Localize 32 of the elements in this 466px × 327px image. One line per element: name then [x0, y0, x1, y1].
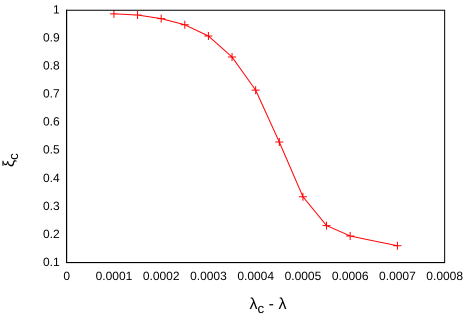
- x-tick-label: 0.0004: [237, 269, 274, 284]
- point: [109, 10, 118, 18]
- point: [228, 52, 237, 62]
- x-tick-label: 0.0003: [190, 269, 228, 284]
- x-tick-label: 0.0007: [379, 269, 416, 284]
- point: [156, 14, 166, 24]
- point: [346, 231, 355, 240]
- point: [251, 86, 260, 95]
- y-tick-label: 0.6: [42, 114, 60, 129]
- x-axis-title: λ$_{c}$ - λ: [248, 296, 288, 316]
- x-tick-label: 0: [63, 269, 70, 284]
- x-tick-label: 0.0001: [96, 269, 133, 284]
- x-tick-label: 0.0006: [332, 269, 369, 284]
- x-tick-label: 0.0005: [284, 269, 322, 284]
- y-tick-label: 1: [52, 2, 60, 17]
- y-tick-label: 0.2: [42, 226, 60, 241]
- y-tick-label: 0.1: [42, 254, 60, 269]
- point: [274, 138, 284, 147]
- point: [322, 221, 332, 230]
- y-tick-label: 0.5: [42, 142, 60, 157]
- y-tick-label: 0.9: [42, 30, 60, 45]
- y-tick-label: 0.4: [42, 170, 60, 185]
- point: [204, 32, 213, 40]
- x-tick-label: 0.0002: [142, 269, 180, 284]
- y-tick-label: 0.7: [42, 86, 60, 101]
- point: [392, 241, 402, 250]
- x-tick-label: 0.0008: [426, 269, 464, 284]
- y-tick-label: 0.3: [42, 198, 60, 213]
- point: [180, 20, 190, 30]
- point: [298, 192, 308, 202]
- y-tick-label: 0.8: [42, 58, 60, 73]
- point: [133, 10, 142, 20]
